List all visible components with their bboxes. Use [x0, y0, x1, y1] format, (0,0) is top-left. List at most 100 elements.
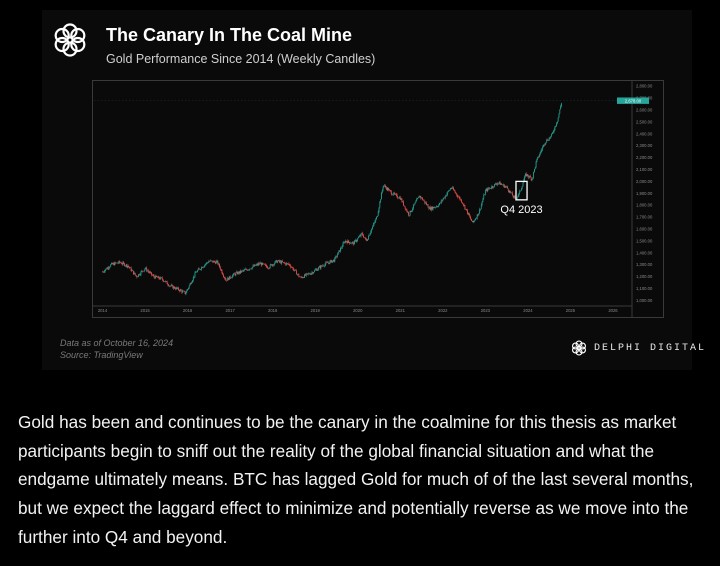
candle-body-170	[241, 270, 242, 273]
candle-body-346	[385, 185, 386, 188]
candle-body-369	[403, 205, 405, 207]
candle-body-311	[356, 240, 358, 242]
candle-body-450	[470, 216, 472, 220]
candle-body-514	[522, 182, 524, 187]
candle-body-70	[159, 278, 161, 280]
candle-body-500	[511, 192, 512, 194]
candle-body-319	[363, 235, 364, 238]
candle-body-62	[152, 275, 154, 276]
candle-body-263	[317, 269, 319, 271]
candle-body-230	[290, 265, 292, 268]
candle-body-48	[141, 270, 143, 272]
candle-body-504	[514, 196, 516, 198]
candle-body-304	[350, 243, 352, 244]
candle-body-148	[223, 274, 224, 277]
candle-body-34	[129, 267, 131, 269]
candle-body-482	[496, 184, 498, 185]
candle-body-541	[544, 143, 546, 146]
candle-body-18	[116, 262, 118, 264]
candle-body-555	[556, 123, 557, 126]
candle-body-107	[189, 283, 191, 286]
candle-body-432	[455, 192, 457, 194]
candle-body-494	[506, 186, 508, 187]
candle-body-368	[403, 201, 404, 206]
candle-body-403	[431, 206, 433, 210]
candle-body-179	[248, 269, 250, 271]
candle-body-198	[264, 263, 265, 265]
candle-body-67	[156, 276, 158, 278]
candle-body-527	[533, 171, 535, 178]
candle-body-75	[163, 281, 165, 282]
candle-body-456	[475, 218, 476, 221]
candle-body-536	[540, 150, 542, 153]
candle-body-388	[419, 196, 421, 198]
candle-body-425	[449, 188, 451, 191]
candle-body-421	[446, 193, 448, 196]
candle-body-501	[511, 192, 513, 196]
candle-body-325	[367, 236, 369, 240]
candle-body-177	[246, 269, 248, 271]
candle-body-510	[519, 190, 521, 194]
candle-body-462	[480, 208, 481, 210]
candle-body-31	[127, 266, 129, 268]
candle-body-354	[391, 194, 393, 195]
candle-body-561	[561, 103, 562, 107]
candle-body-160	[232, 273, 234, 276]
x-tick-label-4: 2018	[268, 308, 278, 313]
candle-body-372	[406, 209, 408, 212]
candle-body-548	[550, 136, 552, 138]
candle-body-98	[182, 290, 184, 293]
candle-body-497	[508, 190, 510, 193]
candle-body-139	[215, 261, 217, 264]
candle-body-394	[424, 200, 426, 204]
candle-body-512	[520, 188, 522, 191]
candle-body-401	[430, 207, 431, 211]
candle-body-251	[307, 273, 309, 275]
candle-body-71	[160, 277, 161, 280]
candle-body-423	[448, 190, 449, 192]
candle-body-381	[413, 204, 415, 206]
candle-body-426	[450, 188, 452, 189]
candle-body-187	[255, 264, 256, 266]
candle-body-451	[471, 219, 472, 221]
candle-body-552	[553, 130, 555, 132]
candle-body-318	[362, 233, 364, 236]
candle-body-420	[445, 195, 447, 197]
candle-body-106	[188, 285, 190, 288]
candle-body-255	[310, 273, 312, 275]
candle-body-210	[273, 263, 275, 266]
candle-body-349	[387, 187, 389, 191]
candle-body-441	[462, 203, 464, 206]
candle-body-206	[270, 264, 272, 265]
candle-body-525	[531, 179, 533, 180]
candle-body-478	[493, 186, 494, 188]
candle-body-471	[487, 188, 489, 192]
candle-body-313	[358, 237, 359, 239]
candle-body-43	[137, 276, 139, 278]
candle-body-200	[265, 264, 267, 267]
y-tick-label-1: 1,100.00	[636, 286, 653, 291]
candle-body-558	[558, 113, 560, 118]
candle-body-341	[381, 192, 382, 200]
candle-body-380	[412, 205, 414, 209]
candle-body-301	[348, 240, 350, 243]
candle-body-243	[300, 276, 302, 278]
candle-body-54	[146, 267, 148, 272]
candle-body-78	[165, 281, 167, 282]
candle-body-224	[285, 263, 287, 265]
candle-body-45	[138, 274, 140, 276]
y-tick-label-16: 2,600.00	[636, 107, 653, 112]
candle-body-363	[399, 197, 400, 199]
candle-body-330	[372, 226, 373, 229]
candle-body-104	[187, 289, 188, 291]
candle-body-19	[117, 263, 119, 264]
candle-body-83	[170, 285, 171, 287]
candle-body-345	[384, 185, 386, 187]
candle-body-306	[352, 242, 354, 243]
candle-body-189	[256, 263, 258, 265]
candle-body-284	[334, 257, 336, 262]
candle-body-537	[541, 149, 543, 151]
candle-body-265	[318, 266, 320, 268]
candle-body-84	[170, 285, 172, 287]
candle-body-240	[298, 274, 300, 277]
